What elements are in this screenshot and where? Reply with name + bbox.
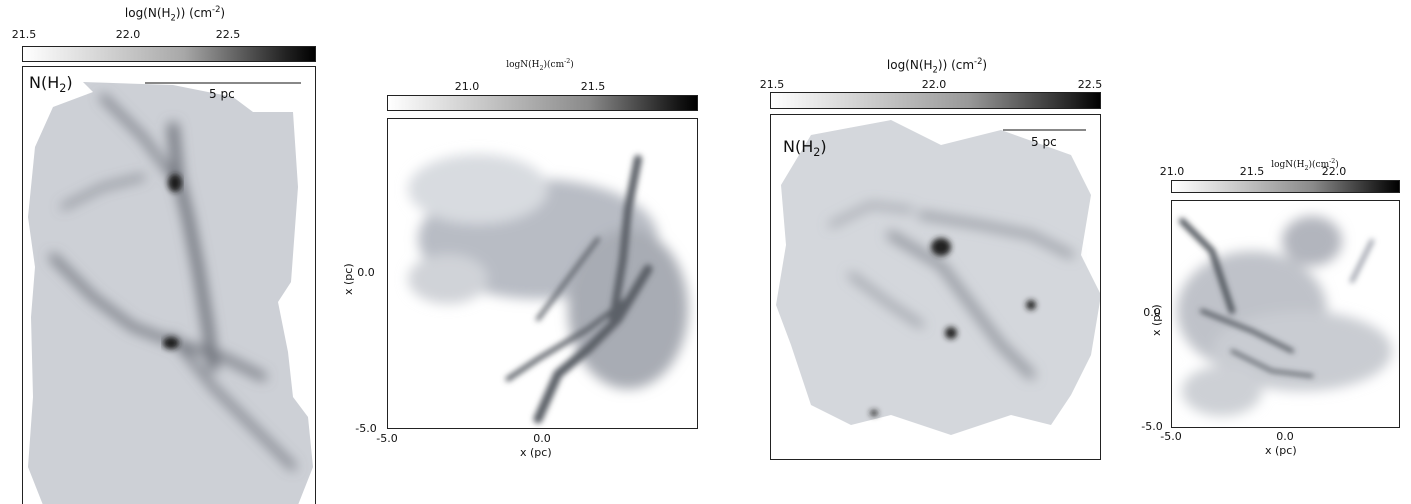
colorbar-tick: 22.0: [1321, 165, 1347, 178]
y-tick: 0.0: [357, 266, 375, 279]
x-tick: -5.0: [1160, 430, 1182, 443]
y-tick: 0.0: [1143, 306, 1161, 319]
colorbar-3: [770, 92, 1101, 109]
colorbar-title-4: logN(H2)(cm-2): [1271, 158, 1339, 172]
x-tick: 0.0: [533, 432, 551, 445]
colorbar-2: [387, 95, 698, 111]
colorbar-title-3: log(N(H2)) (cm-2): [886, 56, 988, 75]
colorbar-tick: 21.5: [759, 78, 785, 91]
x-tick: 0.0: [1276, 430, 1294, 443]
colorbar-tick: 22.5: [215, 28, 241, 41]
scale-bar-label-3: 5 pc: [1031, 135, 1057, 149]
colorbar-tick: 22.0: [921, 78, 947, 91]
colorbar-1: [22, 46, 316, 62]
colorbar-title-1: log(N(H2)) (cm-2): [124, 4, 226, 23]
map-label-1: N(H2): [29, 73, 73, 96]
colorbar-tick: 21.0: [454, 80, 480, 93]
column-density-map-4: [1171, 200, 1400, 428]
colorbar-4: [1171, 180, 1400, 193]
x-axis-label-2: x (pc): [520, 446, 552, 459]
y-tick: -5.0: [1141, 420, 1163, 433]
column-density-map-2: [387, 118, 698, 429]
colorbar-tick: 22.5: [1077, 78, 1103, 91]
column-density-map-3: N(H2) 5 pc: [770, 114, 1101, 460]
colorbar-tick: 21.5: [1239, 165, 1265, 178]
colorbar-title-2: logN(H2)(cm-2): [506, 58, 574, 72]
y-tick: -5.0: [355, 422, 377, 435]
colorbar-tick: 21.5: [11, 28, 37, 41]
colorbar-tick: 22.0: [115, 28, 141, 41]
x-tick: -5.0: [376, 432, 398, 445]
y-axis-label-2: x (pc): [342, 263, 355, 295]
x-axis-label-4: x (pc): [1265, 444, 1297, 457]
scale-bar-label-1: 5 pc: [209, 87, 235, 101]
column-density-map-1: N(H2) 5 pc: [22, 66, 316, 504]
map-label-3: N(H2): [783, 137, 827, 160]
colorbar-tick: 21.0: [1159, 165, 1185, 178]
colorbar-tick: 21.5: [580, 80, 606, 93]
